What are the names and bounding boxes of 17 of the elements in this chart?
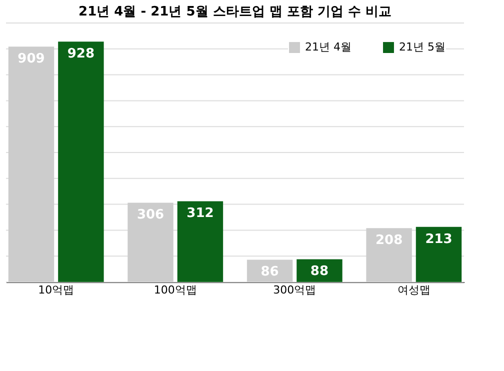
data-label: 928 bbox=[67, 46, 95, 62]
data-label: 88 bbox=[310, 264, 329, 280]
bar bbox=[177, 201, 224, 282]
data-label: 213 bbox=[425, 232, 452, 247]
x-tick-label: 100억맵 bbox=[154, 284, 197, 296]
x-tick-label: 여성맵 bbox=[397, 284, 430, 296]
bar bbox=[8, 46, 54, 282]
x-tick-label: 300억맵 bbox=[273, 284, 316, 296]
bar bbox=[128, 202, 174, 282]
bar bbox=[366, 228, 412, 282]
data-label: 312 bbox=[186, 206, 214, 222]
legend-label: 21년 4월 bbox=[305, 40, 352, 54]
legend-label: 21년 5월 bbox=[399, 40, 446, 54]
bar bbox=[58, 42, 104, 282]
bar bbox=[416, 226, 462, 282]
x-tick-label: 10억맵 bbox=[38, 284, 74, 296]
chart-title: 21년 4월 - 21년 5월 스타트업 맵 포함 기업 수 비교 bbox=[78, 4, 392, 20]
